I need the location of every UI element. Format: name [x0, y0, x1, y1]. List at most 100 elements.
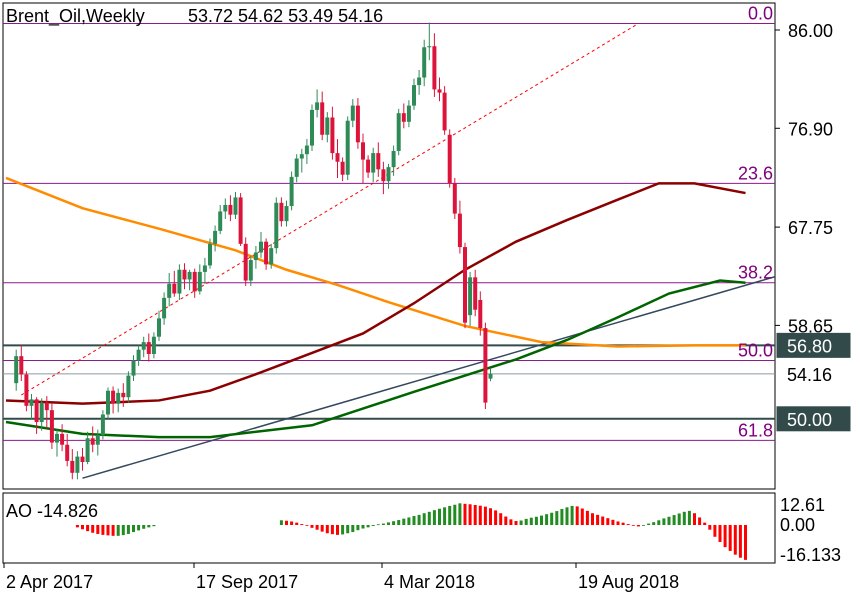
- ao-bar: [585, 510, 589, 525]
- candle-body: [422, 47, 427, 78]
- price-label-text: 50.00: [787, 410, 832, 430]
- candle-body: [233, 197, 238, 215]
- ao-bar: [147, 525, 151, 528]
- price-label-box: [776, 361, 851, 387]
- candle-body: [157, 318, 161, 337]
- ao-bar: [458, 503, 462, 525]
- candle-body: [167, 283, 172, 298]
- candle-body: [376, 153, 381, 170]
- ao-bar: [677, 513, 681, 525]
- ao-bar: [733, 525, 737, 555]
- ao-bar: [662, 518, 666, 525]
- ao-bar: [682, 511, 686, 525]
- trendline: [82, 275, 775, 479]
- candle-body: [294, 158, 299, 177]
- ao-bar: [101, 525, 105, 535]
- ao-bar: [647, 523, 651, 525]
- candle-body: [223, 204, 228, 212]
- ao-bar: [560, 508, 564, 525]
- ao-bar: [336, 525, 339, 535]
- ao-bar: [412, 516, 416, 525]
- ao-bar: [126, 525, 130, 534]
- ao-bar: [351, 525, 355, 533]
- candle-body: [187, 271, 192, 280]
- ao-bar: [111, 525, 115, 536]
- candle-body: [432, 46, 437, 90]
- candle-body: [228, 204, 233, 215]
- ao-bar: [667, 516, 671, 525]
- ao-bar: [703, 522, 707, 525]
- ao-bar: [75, 525, 79, 528]
- ao-bar: [432, 510, 436, 525]
- ao-bar: [443, 507, 447, 525]
- candle-body: [106, 390, 110, 415]
- ao-bar: [509, 519, 513, 525]
- ao-bar: [555, 511, 559, 525]
- y-tick-label: 86.00: [788, 21, 833, 41]
- ao-bar: [519, 520, 523, 525]
- ao-bar: [626, 524, 630, 525]
- ao-bar: [565, 507, 569, 525]
- candle-body: [386, 167, 391, 182]
- candle-body: [371, 153, 376, 173]
- x-tick-label: 17 Sep 2017: [196, 572, 298, 592]
- ao-bar: [402, 518, 406, 525]
- candle-body: [361, 142, 365, 160]
- candle-body: [335, 153, 340, 162]
- price-label-box: [776, 332, 851, 358]
- ao-bar: [611, 519, 615, 525]
- ao-bar: [310, 525, 314, 528]
- ao-bar: [550, 512, 554, 525]
- candle-body: [457, 213, 462, 248]
- ohlc-label: 53.72 54.62 53.49 54.16: [188, 6, 383, 26]
- ao-bar: [494, 510, 498, 525]
- price-label-box: [776, 406, 851, 432]
- ao-bar: [478, 505, 482, 525]
- candle-body: [95, 435, 100, 445]
- candle-body: [60, 433, 65, 445]
- candle-body: [116, 392, 121, 404]
- candle-body: [427, 46, 432, 48]
- candle-body: [473, 277, 478, 310]
- ao-bar: [152, 525, 156, 527]
- ao-bar: [81, 525, 84, 530]
- candle-body: [65, 444, 70, 461]
- ao-bar: [657, 520, 661, 525]
- ao-tick-label: -16.133: [780, 545, 841, 565]
- candle-body: [202, 265, 207, 272]
- candle-body: [238, 197, 243, 244]
- candle-body: [340, 161, 345, 175]
- candle-body: [279, 202, 284, 222]
- candle-body: [406, 105, 411, 122]
- candle-body: [19, 356, 24, 375]
- x-tick-label: 4 Mar 2018: [384, 572, 475, 592]
- ao-bar: [116, 525, 120, 536]
- candle-body: [136, 349, 141, 361]
- moving-average-line: [5, 176, 746, 348]
- candle-body: [391, 150, 396, 168]
- y-tick-label: 58.65: [788, 316, 833, 336]
- candle-body: [172, 283, 177, 294]
- candle-body: [146, 342, 151, 354]
- candle-body: [24, 374, 29, 406]
- candle-body: [111, 390, 116, 404]
- ao-bar: [642, 525, 645, 526]
- ao-bar: [422, 513, 426, 525]
- candle-body: [478, 300, 483, 329]
- ao-bar: [596, 514, 600, 525]
- ao-bar: [341, 525, 345, 535]
- ao-bar: [616, 521, 620, 525]
- ao-bar: [687, 510, 691, 525]
- candle-body: [90, 438, 95, 445]
- candle-body: [177, 269, 182, 294]
- ao-bar: [570, 505, 574, 525]
- candle-body: [396, 113, 401, 151]
- ao-bar: [361, 525, 365, 529]
- candle-body: [274, 202, 279, 249]
- ao-bar: [407, 517, 411, 525]
- fib-label: 38.2: [738, 263, 773, 283]
- ao-plot-frame: [2, 492, 776, 564]
- ao-bar: [427, 511, 431, 525]
- moving-average-line: [5, 182, 746, 405]
- ao-bar: [325, 525, 329, 534]
